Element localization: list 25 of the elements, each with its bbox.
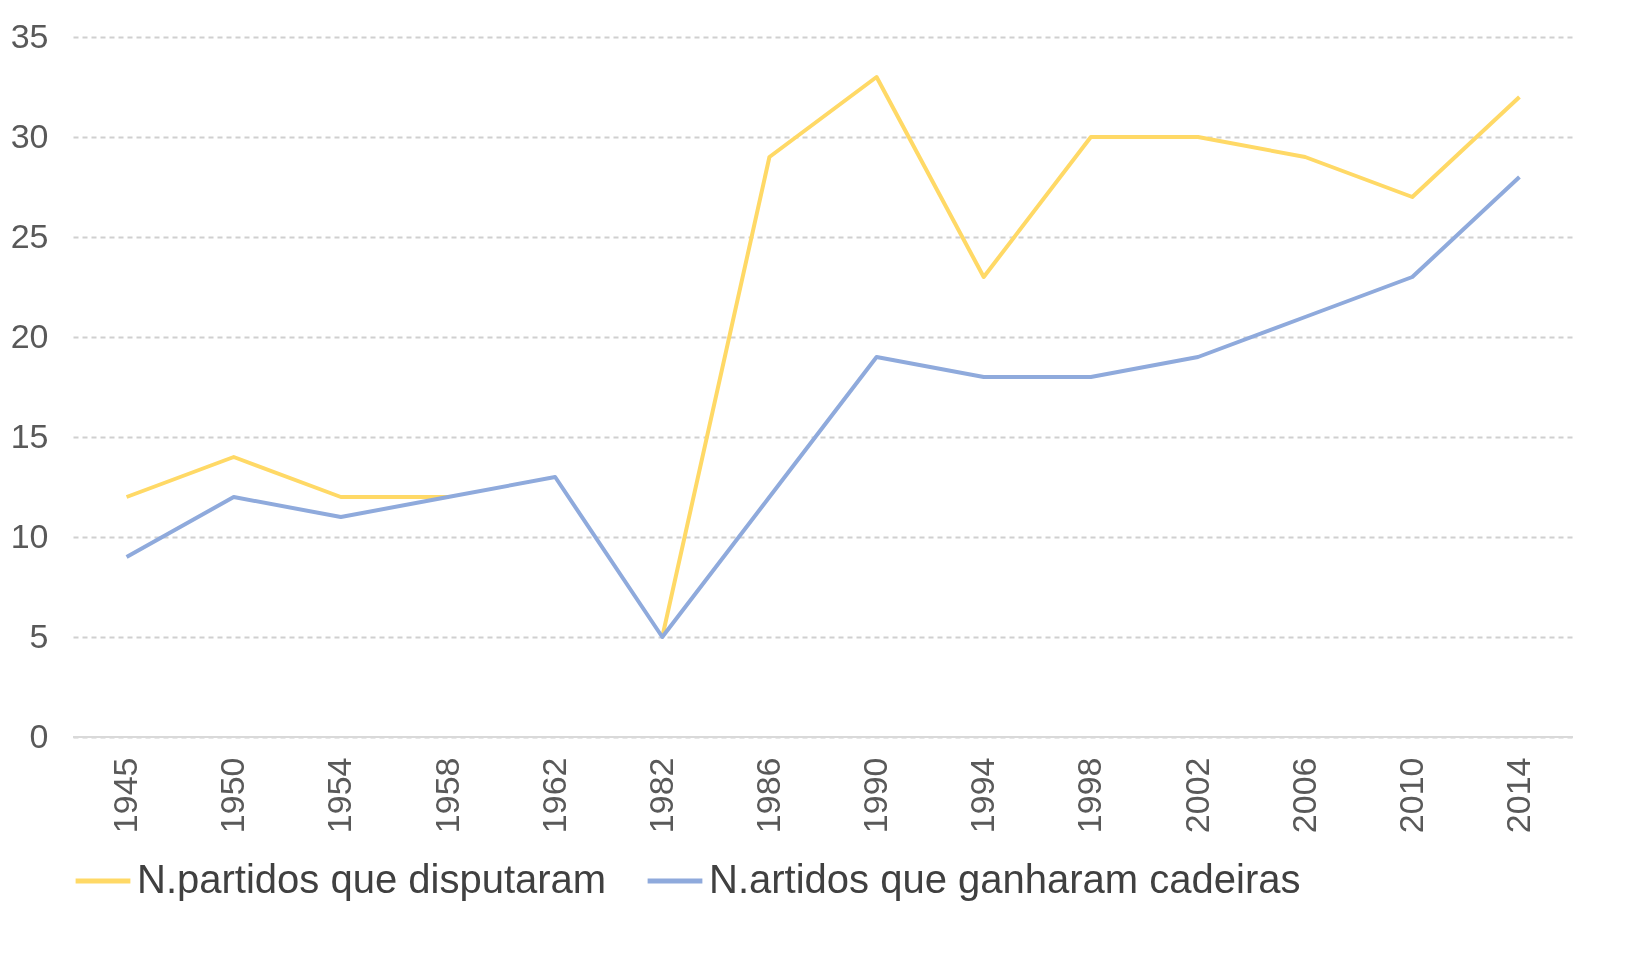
x-tick-label: 1945 [106, 757, 145, 834]
y-tick-label: 30 [10, 116, 49, 155]
x-tick-label: 1982 [641, 757, 680, 834]
y-tick-label: 5 [29, 616, 49, 655]
legend-label: N.artidos que ganharam cadeiras [709, 857, 1301, 901]
x-tick-label: 2006 [1284, 757, 1323, 834]
line-series [124, 175, 1522, 639]
y-tick-label: 15 [10, 416, 49, 455]
x-tick-label: 2014 [1498, 757, 1537, 834]
x-tick-label: 1962 [534, 757, 573, 834]
x-tick-label: 1958 [427, 757, 466, 834]
x-tick-label: 1954 [320, 757, 359, 834]
legend-label: N.partidos que disputaram [137, 857, 607, 901]
y-tick-label: 20 [10, 316, 49, 355]
x-tick-label: 1990 [856, 757, 895, 834]
y-tick-label: 35 [10, 16, 49, 55]
x-tick-label: 1994 [963, 757, 1002, 834]
x-tick-label: 2002 [1177, 757, 1216, 834]
y-tick-label: 0 [29, 716, 49, 755]
x-tick-label: 2010 [1391, 757, 1430, 834]
x-tick-label: 1950 [213, 757, 252, 834]
x-tick-label: 1998 [1070, 757, 1109, 834]
x-tick-label: 1986 [748, 757, 787, 834]
y-tick-label: 25 [10, 216, 49, 255]
y-tick-label: 10 [10, 516, 49, 555]
